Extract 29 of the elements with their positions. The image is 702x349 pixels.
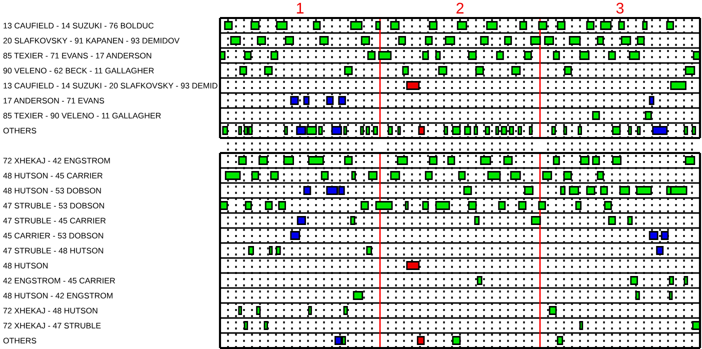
bar [474, 216, 480, 225]
y-tick-label: 85 TEXIER - 90 VELENO - 11 GALLAGHER [3, 112, 161, 118]
x-tick-label: 3 [616, 2, 624, 14]
y-tick-label: 72 XHEKAJ - 42 ENGSTROM [3, 158, 110, 164]
y-tick-label: OTHERS [3, 338, 36, 344]
y-tick-label: 48 HUTSON - 53 DOBSON [3, 188, 101, 194]
y-tick-label: 13 CAUFIELD - 14 SUZUKI - 20 SLAFKOVSKY - 93 DEMID [4, 82, 218, 88]
y-tick-label: 42 ENGSTROM - 45 CARRIER [3, 278, 115, 284]
y-tick-label: 85 TEXIER - 71 EVANS - 17 ANDERSON [3, 52, 152, 58]
x-tick-label: 2 [456, 2, 464, 14]
y-tick-label: 48 HUTSON [3, 262, 48, 268]
y-tick-label: 13 CAUFIELD - 14 SUZUKI - 76 BOLDUC [4, 22, 154, 28]
y-tick-label: 47 STRUBLE - 45 CARRIER [3, 218, 106, 224]
y-tick-label: 90 VELENO - 62 BECK - 11 GALLAGHER [3, 68, 154, 74]
bar [530, 216, 541, 225]
x-tick-label: 1 [296, 2, 304, 14]
y-tick-label: 20 SLAFKOVSKY - 91 KAPANEN - 93 DEMIDOV [3, 38, 180, 44]
y-tick-label: 45 CARRIER - 53 DOBSON [3, 232, 104, 238]
y-tick-label: 48 HUTSON - 45 CARRIER [3, 172, 102, 178]
y-tick-label: 47 STRUBLE - 48 HUTSON [3, 248, 104, 254]
bar [608, 216, 616, 225]
y-tick-label: 48 HUTSON - 42 ENGSTROM [3, 292, 112, 298]
y-tick-label: 72 XHEKAJ - 47 STRUBLE [3, 322, 101, 328]
y-tick-label: OTHERS [3, 128, 36, 134]
bar [375, 21, 381, 30]
y-tick-label: 47 STRUBLE - 53 DOBSON [3, 202, 104, 208]
y-tick-label: 72 XHEKAJ - 48 HUTSON [3, 308, 98, 314]
bar [592, 111, 600, 120]
y-tick-label: 17 ANDERSON - 71 EVANS [4, 98, 104, 104]
